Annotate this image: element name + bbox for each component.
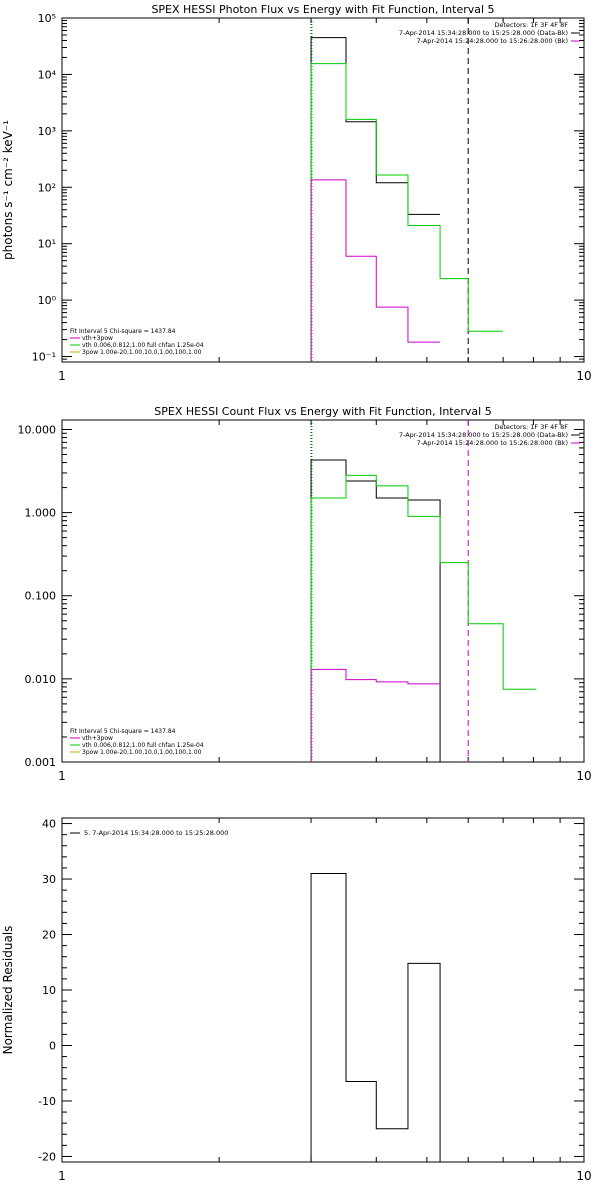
legend-entry: vth+3pow [82,335,113,342]
legend-entry: Detectors: 1F 3F 4F 8F [494,21,568,29]
y-tick-label: 10² [38,181,56,194]
y-tick-label: 10⁵ [38,12,56,25]
y-tick-label: 10⁰ [38,294,57,307]
plot-frame [61,419,585,763]
legend-entry: 7-Apr-2014 15:24:28.000 to 15:26:28.000 … [417,37,568,45]
y-tick-label: -20 [38,1150,56,1163]
y-tick-label: -10 [38,1095,56,1108]
x-tick-label: 10 [576,1169,591,1183]
legend-entry: 3pow 1.00e-20,1.00,10.0,1.00,100,1.00 [82,749,202,756]
y-tick-label: 10⁴ [38,68,57,81]
x-tick-label: 1 [58,1169,66,1183]
y-axis-label: photons s⁻¹ cm⁻² keV⁻¹ [1,120,15,260]
series-step-line-1 [310,37,441,362]
series-step-line-3 [310,668,441,762]
y-tick-label: 0.100 [25,590,57,603]
legend-entry: Fit Interval 5 Chi-square = 1437.84 [70,728,176,735]
x-tick-label: 1 [58,369,66,383]
series-step-line-1 [310,459,441,762]
panel-title: SPEX HESSI Count Flux vs Energy with Fit… [154,405,491,418]
plot-frame [61,817,585,1163]
legend-entry: vth 0.006,0.812,1.00 full chfan 1.25e-04 [82,342,204,349]
legend-entry: Fit Interval 5 Chi-square = 1437.84 [70,328,176,335]
y-tick-label: 0.001 [25,756,57,769]
x-tick-label: 10 [576,769,591,783]
y-tick-label: 10 [42,984,56,997]
y-tick-label: 10.000 [18,423,57,436]
y-tick-label: 10³ [38,125,56,138]
series-step-line-2 [310,63,504,362]
series-step-line-1 [310,872,441,1162]
y-tick-label: 0 [49,1039,56,1052]
series-step-line-2 [310,474,537,762]
legend-entry: 7-Apr-2014 15:34:28.000 to 15:25:28.000 … [399,29,568,37]
y-axis-label: Normalized Residuals [1,926,15,1055]
legend-entry: 7-Apr-2014 15:34:28.000 to 15:25:28.000 … [399,431,568,439]
legend-entry: 3pow 1.00e-20,1.00,10.0,1.00,100,1.00 [82,349,202,356]
y-tick-label: 0.010 [25,673,57,686]
y-tick-label: 10¹ [38,238,56,251]
legend-entry: 7-Apr-2014 15:24:28.000 to 15:26:28.000 … [417,439,568,447]
plot-frame [61,17,585,363]
panel-title: SPEX HESSI Photon Flux vs Energy with Fi… [151,3,494,16]
y-tick-label: 40 [42,818,56,831]
legend-entry: vth+3pow [82,735,113,742]
x-tick-label: 1 [58,769,66,783]
legend-entry: Detectors: 1F 3F 4F 8F [494,423,568,431]
y-tick-label: 10⁻¹ [32,351,56,364]
series-step-line-3 [310,179,441,362]
x-tick-label: 10 [576,369,591,383]
y-tick-label: 20 [42,929,56,942]
y-tick-label: 30 [42,873,56,886]
legend-entry: 5. 7-Apr-2014 15:34:28.000 to 15:25:28.0… [84,829,228,837]
y-tick-label: 1.000 [25,507,57,520]
legend-entry: vth 0.006,0.812,1.00 full chfan 1.25e-04 [82,742,204,749]
